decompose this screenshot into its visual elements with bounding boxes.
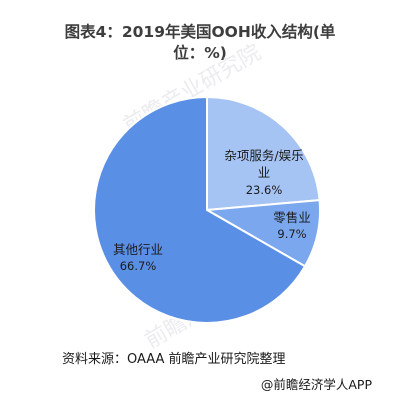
slice-label: 杂项服务/娱乐 (224, 148, 303, 163)
slice-label: 零售业 (273, 210, 311, 225)
chart-title: 图表4：2019年美国OOH收入结构(单位：%) (64, 23, 336, 62)
pie-slice (93, 95, 307, 324)
slice-label: 业 (258, 165, 271, 180)
slice-value-label: 66.7% (120, 259, 157, 273)
slice-value-label: 9.7% (277, 227, 306, 241)
footer-credit: @前瞻经济学人APP (260, 377, 372, 392)
slice-value-label: 23.6% (246, 183, 283, 197)
slice-label: 其他行业 (113, 242, 163, 257)
source-note: 资料来源：OAAA 前瞻产业研究院整理 (62, 352, 286, 367)
pie-slice (206, 95, 321, 212)
